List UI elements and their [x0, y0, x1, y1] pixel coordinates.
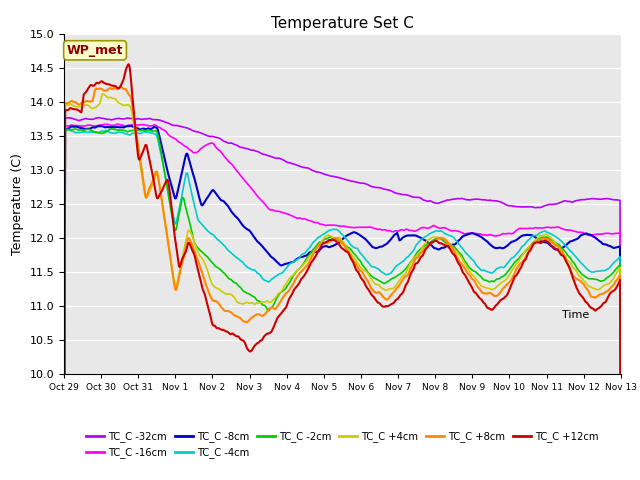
TC_C -2cm — [551, 240, 559, 245]
TC_C -8cm — [551, 246, 559, 252]
TC_C +12cm — [246, 348, 254, 354]
Y-axis label: Temperature (C): Temperature (C) — [11, 153, 24, 255]
Line: TC_C -2cm: TC_C -2cm — [64, 129, 621, 480]
TC_C +8cm — [246, 316, 254, 322]
TC_C -2cm — [171, 226, 179, 232]
TC_C +8cm — [502, 283, 509, 288]
TC_C +12cm — [184, 240, 192, 246]
TC_C -32cm — [551, 201, 559, 207]
TC_C -4cm — [63, 127, 71, 132]
TC_C +4cm — [184, 228, 192, 234]
TC_C -32cm — [171, 122, 179, 128]
TC_C +8cm — [184, 236, 192, 241]
Line: TC_C -4cm: TC_C -4cm — [64, 130, 621, 480]
TC_C -32cm — [502, 202, 509, 207]
TC_C -4cm — [429, 229, 437, 235]
Line: TC_C +4cm: TC_C +4cm — [64, 94, 621, 480]
Line: TC_C +8cm: TC_C +8cm — [64, 86, 621, 480]
Title: Temperature Set C: Temperature Set C — [271, 16, 414, 31]
TC_C +8cm — [171, 284, 179, 290]
Legend: TC_C -32cm, TC_C -16cm, TC_C -8cm, TC_C -4cm, TC_C -2cm, TC_C +4cm, TC_C +8cm, T: TC_C -32cm, TC_C -16cm, TC_C -8cm, TC_C … — [82, 427, 603, 462]
Line: TC_C -16cm: TC_C -16cm — [64, 124, 621, 480]
TC_C -4cm — [171, 219, 179, 225]
TC_C -2cm — [108, 126, 115, 132]
TC_C -2cm — [502, 271, 509, 277]
TC_C -8cm — [502, 244, 509, 250]
TC_C -16cm — [246, 184, 254, 190]
Line: TC_C +12cm: TC_C +12cm — [64, 64, 621, 480]
TC_C +12cm — [171, 233, 179, 239]
TC_C +4cm — [429, 234, 437, 240]
TC_C -32cm — [95, 115, 102, 120]
TC_C +8cm — [116, 84, 124, 89]
TC_C +4cm — [99, 91, 106, 96]
TC_C -8cm — [429, 244, 437, 250]
TC_C +12cm — [502, 293, 509, 299]
Line: TC_C -32cm: TC_C -32cm — [64, 118, 621, 480]
TC_C +8cm — [551, 242, 559, 248]
TC_C -4cm — [502, 263, 509, 268]
TC_C -8cm — [184, 154, 192, 159]
TC_C -2cm — [246, 292, 254, 298]
TC_C -16cm — [113, 121, 121, 127]
TC_C -32cm — [429, 199, 437, 205]
TC_C +12cm — [551, 245, 559, 251]
TC_C +12cm — [125, 61, 132, 67]
TC_C -4cm — [246, 266, 254, 272]
TC_C +4cm — [246, 300, 254, 306]
TC_C -16cm — [502, 231, 509, 237]
TC_C +4cm — [551, 240, 559, 245]
TC_C -32cm — [184, 126, 192, 132]
TC_C -32cm — [246, 147, 254, 153]
TC_C +8cm — [429, 239, 437, 244]
Line: TC_C -8cm: TC_C -8cm — [64, 126, 621, 480]
TC_C -16cm — [429, 223, 437, 228]
TC_C -16cm — [184, 145, 192, 151]
TC_C -2cm — [184, 214, 192, 220]
TC_C +4cm — [502, 277, 509, 283]
Text: Time: Time — [561, 310, 589, 320]
TC_C -16cm — [171, 136, 179, 142]
TC_C -8cm — [246, 229, 254, 235]
TC_C -16cm — [551, 225, 559, 230]
TC_C -2cm — [429, 237, 437, 243]
TC_C -4cm — [551, 233, 559, 239]
TC_C +12cm — [429, 239, 437, 245]
TC_C -8cm — [171, 194, 179, 200]
TC_C -4cm — [184, 174, 192, 180]
TC_C +4cm — [171, 281, 179, 287]
TC_C -8cm — [127, 123, 134, 129]
Text: WP_met: WP_met — [67, 44, 124, 57]
